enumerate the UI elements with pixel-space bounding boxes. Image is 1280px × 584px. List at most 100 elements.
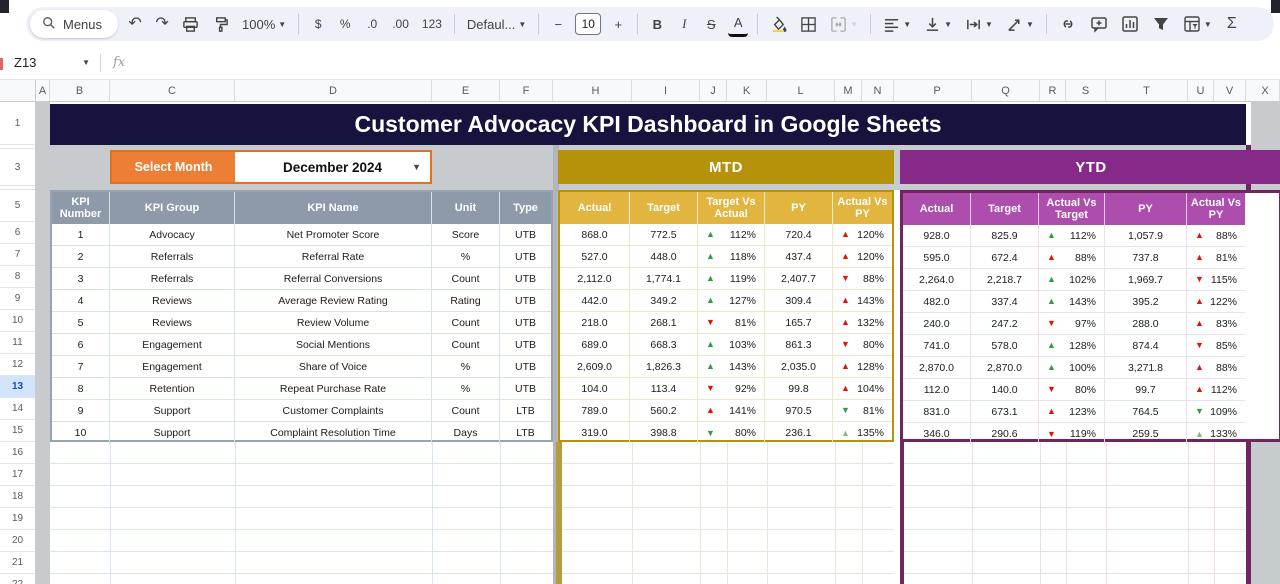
column-header-F[interactable]: F [500,80,553,101]
ytd-py-cell[interactable]: 259.5 [1105,423,1187,445]
mtd-vs-py-cell[interactable]: ▲ 135% [833,422,892,444]
decrease-decimal-button[interactable]: .0 [367,17,378,31]
empty-cells-mtd[interactable] [562,442,894,584]
mtd-target-cell[interactable]: 448.0 [630,246,698,268]
mtd-py-cell[interactable]: 861.3 [765,334,833,356]
mtd-py-cell[interactable]: 99.8 [765,378,833,400]
ytd-vs-cell[interactable]: ▲ 123% [1039,401,1105,423]
ytd-vs-py-cell[interactable]: ▲ 133% [1187,423,1245,445]
row-header-5[interactable]: 5 [0,190,35,222]
ytd-vs-py-cell[interactable]: ▼ 85% [1187,335,1245,357]
mtd-target-cell[interactable]: 398.8 [630,422,698,444]
column-header-J[interactable]: J [700,80,727,101]
mtd-vs-cell[interactable]: ▲ 143% [698,356,765,378]
empty-cells-ytd[interactable] [904,442,1246,584]
kpi-cell[interactable]: Score [432,224,500,246]
column-header-L[interactable]: L [767,80,835,101]
mtd-vs-cell[interactable]: ▲ 112% [698,224,765,246]
kpi-header-cell[interactable]: KPI Name [235,192,432,224]
kpi-cell[interactable]: 5 [52,312,110,334]
mtd-actual-cell[interactable]: 868.0 [560,224,630,246]
ytd-vs-py-cell[interactable]: ▲ 122% [1187,291,1245,313]
ytd-header-cell[interactable]: Actual Vs Target [1039,193,1105,225]
kpi-cell[interactable]: 7 [52,356,110,378]
mtd-actual-cell[interactable]: 442.0 [560,290,630,312]
kpi-cell[interactable]: Count [432,400,500,422]
mtd-target-cell[interactable]: 772.5 [630,224,698,246]
kpi-cell[interactable]: UTB [500,290,551,312]
ytd-target-cell[interactable]: 825.9 [971,225,1039,247]
row-header-21[interactable]: 21 [0,552,35,574]
column-header-I[interactable]: I [632,80,700,101]
currency-button[interactable]: $ [314,17,322,31]
merge-cells-button[interactable]: ▼ [827,11,861,37]
kpi-cell[interactable]: Average Review Rating [235,290,432,312]
text-rotation-button[interactable]: ▼ [1003,11,1037,37]
column-header-D[interactable]: D [235,80,432,101]
kpi-cell[interactable]: % [432,246,500,268]
insert-chart-button[interactable] [1118,11,1142,37]
create-filter-button[interactable] [1149,11,1173,37]
mtd-py-cell[interactable]: 236.1 [765,422,833,444]
ytd-target-cell[interactable]: 140.0 [971,379,1039,401]
mtd-target-cell[interactable]: 1,774.1 [630,268,698,290]
mtd-vs-cell[interactable]: ▼ 81% [698,312,765,334]
kpi-cell[interactable]: 10 [52,422,110,444]
mtd-vs-py-cell[interactable]: ▼ 80% [833,334,892,356]
ytd-py-cell[interactable]: 288.0 [1105,313,1187,335]
column-header-H[interactable]: H [560,80,632,101]
mtd-vs-py-cell[interactable]: ▲ 143% [833,290,892,312]
borders-button[interactable] [797,11,820,37]
ytd-vs-cell[interactable]: ▲ 102% [1039,269,1105,291]
kpi-header-cell[interactable]: KPI Number [52,192,110,224]
ytd-vs-py-cell[interactable]: ▲ 83% [1187,313,1245,335]
mtd-actual-cell[interactable]: 319.0 [560,422,630,444]
column-header-P[interactable]: P [903,80,972,101]
select-all-corner[interactable] [0,80,36,102]
kpi-cell[interactable]: UTB [500,378,551,400]
kpi-cell[interactable]: 9 [52,400,110,422]
column-header-V[interactable]: V [1214,80,1246,101]
vertical-align-button[interactable]: ▼ [921,11,955,37]
row-header-13[interactable]: 13 [0,376,35,398]
kpi-cell[interactable]: Support [110,400,235,422]
ytd-actual-cell[interactable]: 595.0 [903,247,971,269]
kpi-cell[interactable]: Net Promoter Score [235,224,432,246]
mtd-target-cell[interactable]: 1,826.3 [630,356,698,378]
row-header-19[interactable]: 19 [0,508,35,530]
print-button[interactable] [179,11,202,37]
functions-button[interactable]: Σ [1226,15,1237,32]
ytd-actual-cell[interactable]: 112.0 [903,379,971,401]
column-header-U[interactable]: U [1188,80,1214,101]
ytd-vs-cell[interactable]: ▼ 80% [1039,379,1105,401]
mtd-vs-py-cell[interactable]: ▲ 120% [833,246,892,268]
ytd-header-cell[interactable]: Actual [903,193,971,225]
mtd-vs-cell[interactable]: ▲ 103% [698,334,765,356]
kpi-cell[interactable]: 4 [52,290,110,312]
ytd-target-cell[interactable]: 2,870.0 [971,357,1039,379]
ytd-py-cell[interactable]: 99.7 [1105,379,1187,401]
row-header-10[interactable]: 10 [0,310,35,332]
mtd-py-cell[interactable]: 165.7 [765,312,833,334]
mtd-target-cell[interactable]: 113.4 [630,378,698,400]
mtd-actual-cell[interactable]: 218.0 [560,312,630,334]
insert-link-button[interactable] [1056,11,1080,37]
row-header-11[interactable]: 11 [0,332,35,354]
column-header-C[interactable]: C [110,80,235,101]
ytd-actual-cell[interactable]: 928.0 [903,225,971,247]
mtd-py-cell[interactable]: 970.5 [765,400,833,422]
ytd-py-cell[interactable]: 764.5 [1105,401,1187,423]
percent-button[interactable]: % [339,17,351,31]
row-header-18[interactable]: 18 [0,486,35,508]
mtd-actual-cell[interactable]: 2,112.0 [560,268,630,290]
fill-color-button[interactable] [767,11,790,37]
kpi-cell[interactable]: LTB [500,400,551,422]
kpi-cell[interactable]: Customer Complaints [235,400,432,422]
kpi-cell[interactable]: Referral Rate [235,246,432,268]
ytd-vs-py-cell[interactable]: ▲ 112% [1187,379,1245,401]
ytd-actual-cell[interactable]: 346.0 [903,423,971,445]
ytd-target-cell[interactable]: 673.1 [971,401,1039,423]
kpi-cell[interactable]: Engagement [110,334,235,356]
strikethrough-button[interactable]: S [706,16,716,32]
row-header-20[interactable]: 20 [0,530,35,552]
